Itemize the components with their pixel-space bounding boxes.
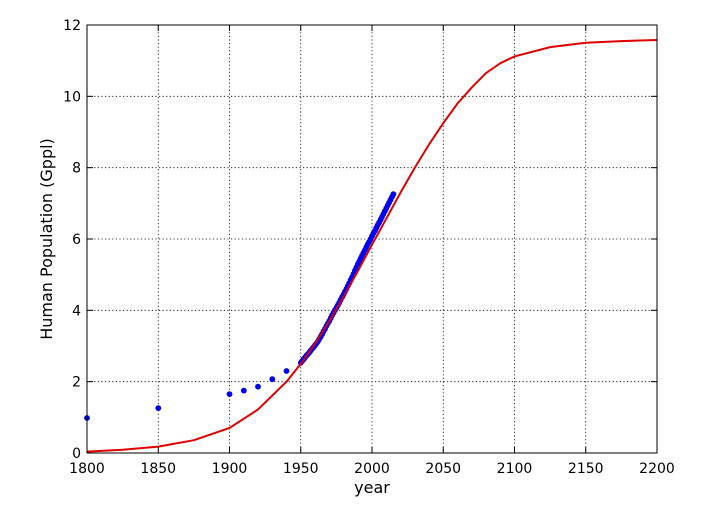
- fit-curve: [86, 39, 658, 453]
- axis-ticks: [86, 24, 658, 454]
- y-axis-label: Human Population (Gppl): [37, 138, 56, 340]
- x-tick-label: 1950: [283, 461, 319, 477]
- x-tick-labels: 1800 1850 1900 1950 2000 2050 2100 2150 2200: [69, 461, 675, 477]
- x-tick-label: 1900: [212, 461, 248, 477]
- y-tick-label: 12: [63, 18, 81, 34]
- y-tick-label: 10: [63, 89, 81, 105]
- x-tick-label: 2100: [497, 461, 533, 477]
- data-point: [240, 387, 247, 394]
- x-axis-label: year: [354, 478, 390, 497]
- data-point: [226, 391, 233, 397]
- y-tick-label: 4: [72, 303, 81, 319]
- x-tick-label: 2200: [639, 461, 675, 477]
- x-tick-label: 2150: [568, 461, 604, 477]
- x-tick-label: 1800: [69, 461, 105, 477]
- x-tick-label: 2050: [425, 461, 461, 477]
- data-point: [283, 368, 290, 374]
- y-tick-label: 8: [72, 161, 81, 177]
- data-point: [155, 405, 162, 411]
- data-point: [255, 383, 261, 390]
- x-tick-label: 1850: [140, 461, 176, 477]
- data-point: [390, 191, 397, 198]
- y-tick-labels: 0 2 4 6 8 10 12: [63, 18, 81, 462]
- y-tick-label: 0: [72, 446, 81, 462]
- x-tick-label: 2000: [354, 461, 390, 477]
- y-tick-label: 6: [72, 232, 81, 248]
- y-tick-label: 2: [72, 375, 81, 391]
- data-point: [269, 376, 276, 383]
- plot-area: [84, 39, 658, 453]
